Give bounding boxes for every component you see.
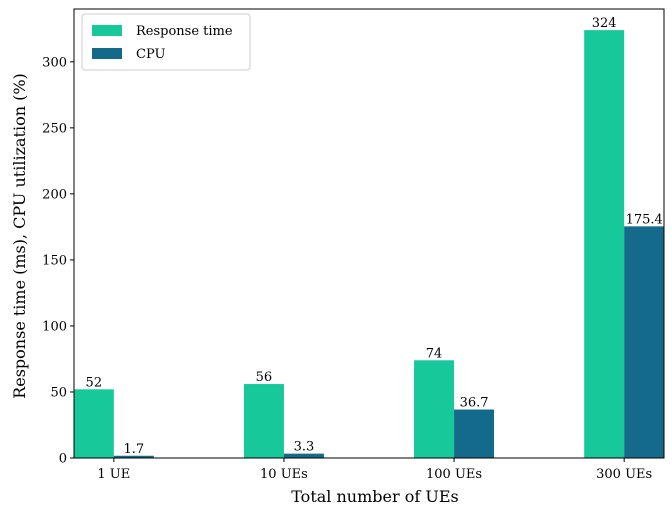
- data-label-cpu-1-ue: 1.7: [123, 442, 144, 457]
- bar-cpu-300-ues: [624, 226, 665, 458]
- data-label-cpu-300-ues: 175.4: [626, 212, 663, 227]
- legend: Response time CPU: [81, 13, 251, 71]
- x-axis: 1 UE 10 UEs 100 UEs 300 UEs: [97, 458, 652, 482]
- legend-swatch-cpu: [92, 48, 122, 59]
- y-tick-label: 200: [42, 187, 67, 202]
- y-tick-label: 150: [42, 253, 67, 268]
- data-labels-layer: 52 1.7 56 3.3 74 36.7 324 175.4: [86, 16, 663, 457]
- data-label-response-time-100-ues: 74: [426, 346, 443, 361]
- y-tick-label: 50: [50, 385, 67, 400]
- legend-label-response-time: Response time: [136, 24, 233, 39]
- bar-response-time-300-ues: [584, 30, 625, 458]
- x-tick-label-1-ue: 1 UE: [97, 467, 130, 482]
- bars-layer: [73, 30, 665, 458]
- plot-frame: [73, 8, 665, 459]
- bar-response-time-10-ues: [243, 384, 284, 458]
- data-label-response-time-1-ue: 52: [86, 375, 103, 390]
- bar-cpu-1-ue: [113, 455, 154, 458]
- legend-label-cpu: CPU: [136, 47, 165, 62]
- y-axis-label: Response time (ms), CPU utilization (%): [10, 73, 29, 399]
- data-label-cpu-10-ues: 3.3: [294, 440, 315, 455]
- bar-cpu-10-ues: [283, 453, 324, 458]
- y-tick-label: 0: [59, 452, 67, 467]
- y-tick-label: 300: [42, 55, 67, 70]
- y-tick-label: 100: [42, 319, 67, 334]
- y-tick-label: 250: [42, 121, 67, 136]
- x-tick-label-300-ues: 300 UEs: [596, 467, 652, 482]
- data-label-response-time-300-ues: 324: [592, 16, 617, 31]
- bar-response-time-1-ue: [73, 389, 114, 458]
- legend-swatch-response-time: [92, 25, 122, 36]
- data-label-response-time-10-ues: 56: [256, 370, 273, 385]
- x-axis-label: Total number of UEs: [291, 487, 458, 506]
- legend-frame: [81, 13, 251, 71]
- x-tick-label-10-ues: 10 UEs: [260, 467, 308, 482]
- bar-response-time-100-ues: [414, 360, 455, 458]
- data-label-cpu-100-ues: 36.7: [460, 396, 489, 411]
- y-axis: 0 50 100 150 200 250 300: [42, 55, 74, 467]
- x-tick-label-100-ues: 100 UEs: [426, 467, 482, 482]
- bar-cpu-100-ues: [454, 409, 495, 458]
